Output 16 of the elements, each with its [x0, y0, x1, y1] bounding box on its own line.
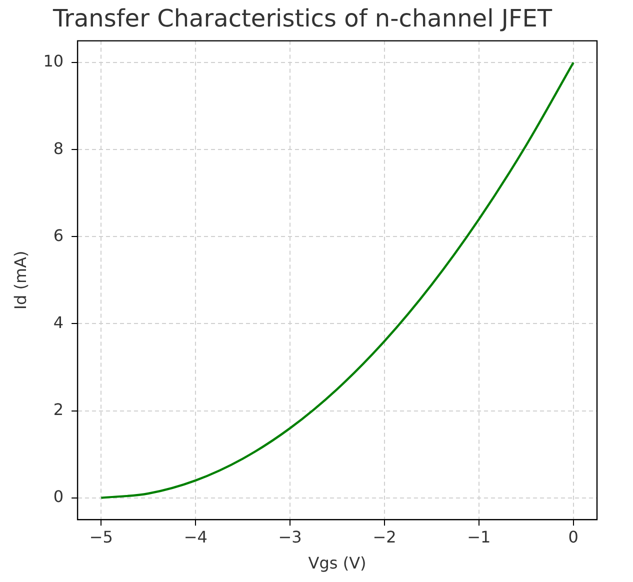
y-tick-label: 6 [53, 226, 64, 245]
x-tick-label: −2 [372, 527, 396, 546]
y-axis-title: Id (mA) [10, 250, 30, 310]
line-series [100, 61, 574, 499]
x-tick-label: −3 [278, 527, 302, 546]
y-tick-label: 0 [53, 486, 64, 506]
y-tick-label: 4 [53, 312, 64, 332]
y-tick-label: 10 [43, 52, 64, 71]
chart-title: Transfer Characteristics of n-channel JFET [52, 4, 552, 33]
x-tick-label: −5 [89, 527, 113, 546]
x-tick-label: −1 [467, 527, 491, 546]
y-tick-label: 2 [53, 400, 64, 419]
x-axis-title: Vgs (V) [308, 554, 366, 573]
x-tick-label: 0 [568, 527, 578, 546]
y-tick-label: 8 [53, 138, 64, 158]
x-tick-label: −4 [184, 527, 208, 546]
